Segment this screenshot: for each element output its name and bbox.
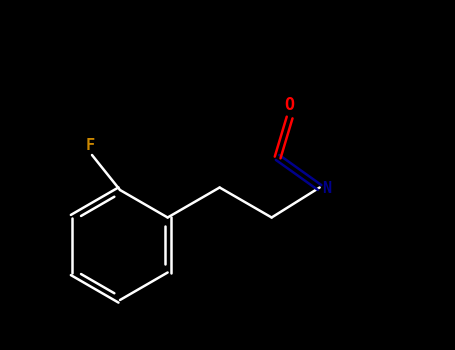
Text: O: O [285,97,295,114]
Text: N: N [322,181,331,196]
Text: F: F [86,138,95,153]
